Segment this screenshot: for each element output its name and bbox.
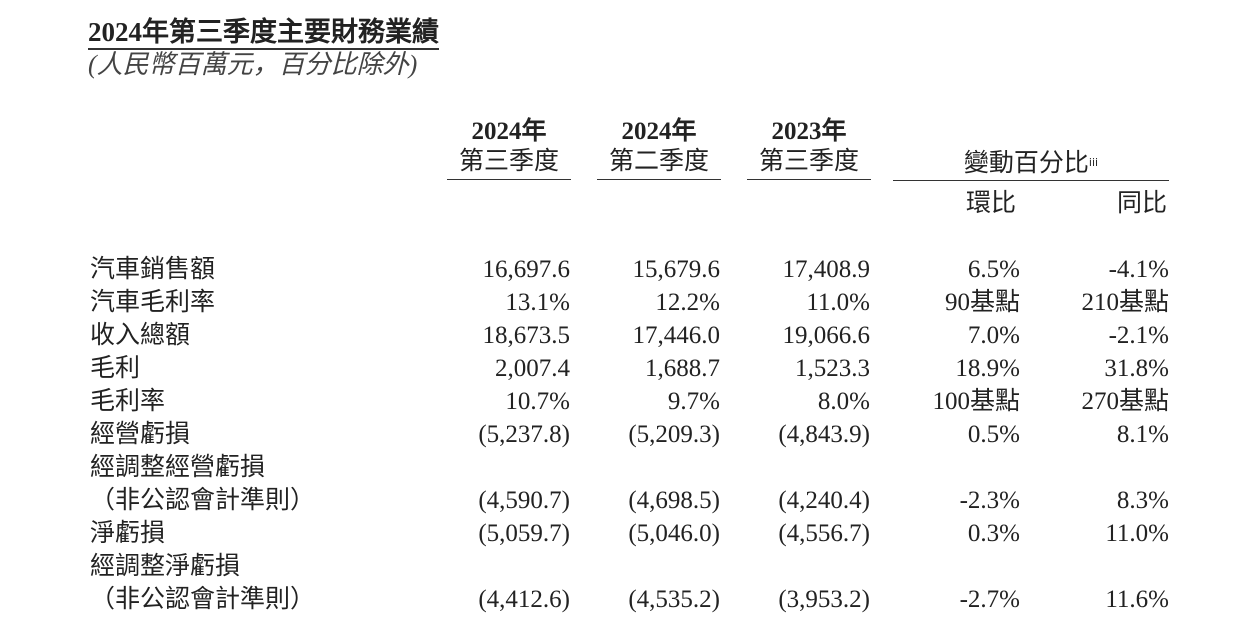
- cell-yoy-change: -4.1%: [1108, 256, 1169, 283]
- change-label: 變動百分比: [963, 148, 1089, 177]
- cell-q3-2024: 18,673.5: [482, 322, 571, 349]
- cell-q2-2024: 12.2%: [655, 289, 720, 316]
- cell-qoq-change: 0.3%: [967, 520, 1020, 547]
- yoy-header: 同比: [1117, 188, 1168, 217]
- cell-yoy-change: -2.1%: [1108, 322, 1169, 349]
- cell-qoq-change: 0.5%: [967, 421, 1020, 448]
- cell-q3-2024: (5,237.8): [478, 421, 570, 448]
- cell-q3-2023: (4,843.9): [778, 421, 870, 448]
- row-label: （非公認會計準則）: [90, 586, 316, 613]
- cell-yoy-change: 11.6%: [1105, 586, 1169, 613]
- row-label: （非公認會計準則）: [90, 487, 316, 514]
- cell-yoy-change: 8.3%: [1116, 487, 1169, 514]
- row-label: 淨虧損: [90, 520, 166, 547]
- cell-q3-2024: (4,590.7): [478, 487, 570, 514]
- cell-q2-2024: (5,046.0): [628, 520, 720, 547]
- table-row: 汽車銷售額 16,697.6 15,679.6 17,408.9 6.5% -4.1%: [0, 253, 1260, 286]
- cell-q2-2024: (5,209.3): [628, 421, 720, 448]
- table-row: 毛利率 10.7% 9.7% 8.0% 100基點 270基點: [0, 385, 1260, 418]
- cell-qoq-change: -2.3%: [959, 487, 1020, 514]
- row-label: 經調整經營虧損: [90, 454, 266, 481]
- cell-q3-2023: 17,408.9: [782, 256, 871, 283]
- table-row: （非公認會計準則） (4,590.7) (4,698.5) (4,240.4) -2.3…: [0, 484, 1260, 517]
- change-header: 變動百分比iii: [893, 148, 1169, 181]
- table-row: 淨虧損 (5,059.7) (5,046.0) (4,556.7) 0.3% 11.0%: [0, 517, 1260, 550]
- cell-qoq-change: -2.7%: [959, 586, 1020, 613]
- cell-q2-2024: (4,698.5): [628, 487, 720, 514]
- cell-q2-2024: 1,688.7: [645, 355, 720, 382]
- table-row: 汽車毛利率 13.1% 12.2% 11.0% 90基點 210基點: [0, 286, 1260, 319]
- column-year: 2024年: [621, 118, 697, 145]
- column-header-q2-2024: 2024年 第二季度: [597, 117, 721, 180]
- cell-q3-2023: 19,066.6: [782, 322, 871, 349]
- column-quarter: 第三季度: [747, 147, 871, 180]
- cell-qoq-change: 7.0%: [967, 322, 1020, 349]
- footnote-marker: iii: [1088, 156, 1099, 169]
- cell-qoq-change: 6.5%: [967, 256, 1020, 283]
- cell-qoq-change: 90基點: [944, 289, 1020, 316]
- cell-q2-2024: 15,679.6: [632, 256, 721, 283]
- cell-q3-2023: 8.0%: [817, 388, 870, 415]
- cell-q3-2024: 2,007.4: [495, 355, 570, 382]
- cell-q3-2024: 13.1%: [505, 289, 570, 316]
- table-row: 經營虧損 (5,237.8) (5,209.3) (4,843.9) 0.5% 8.1%: [0, 418, 1260, 451]
- cell-q3-2023: 11.0%: [806, 289, 870, 316]
- cell-q3-2024: (5,059.7): [478, 520, 570, 547]
- cell-q3-2024: 16,697.6: [482, 256, 571, 283]
- table-row: 經調整淨虧損: [0, 550, 1260, 583]
- column-year: 2023年: [771, 118, 847, 145]
- table-row: 毛利 2,007.4 1,688.7 1,523.3 18.9% 31.8%: [0, 352, 1260, 385]
- row-label: 經營虧損: [90, 421, 191, 448]
- column-header-q3-2024: 2024年 第三季度: [447, 117, 571, 180]
- unit-note: (人民幣百萬元，百分比除外): [88, 50, 418, 79]
- cell-q3-2023: (4,556.7): [778, 520, 870, 547]
- column-header-q3-2023: 2023年 第三季度: [747, 117, 871, 180]
- qoq-header: 環比: [966, 188, 1017, 217]
- cell-q2-2024: (4,535.2): [628, 586, 720, 613]
- cell-q3-2024: 10.7%: [505, 388, 570, 415]
- column-quarter: 第三季度: [447, 147, 571, 180]
- cell-q2-2024: 17,446.0: [632, 322, 721, 349]
- column-year: 2024年: [471, 118, 547, 145]
- row-label: 汽車銷售額: [90, 256, 216, 283]
- cell-qoq-change: 100基點: [932, 388, 1020, 415]
- cell-yoy-change: 210基點: [1081, 289, 1169, 316]
- cell-q3-2024: (4,412.6): [478, 586, 570, 613]
- cell-yoy-change: 31.8%: [1104, 355, 1169, 382]
- row-label: 毛利率: [90, 388, 166, 415]
- cell-yoy-change: 11.0%: [1105, 520, 1169, 547]
- row-label: 毛利: [90, 355, 141, 382]
- table-row: （非公認會計準則） (4,412.6) (4,535.2) (3,953.2) -2.7…: [0, 583, 1260, 616]
- cell-q3-2023: 1,523.3: [795, 355, 870, 382]
- cell-yoy-change: 8.1%: [1116, 421, 1169, 448]
- cell-q3-2023: (4,240.4): [778, 487, 870, 514]
- row-label: 經調整淨虧損: [90, 553, 241, 580]
- cell-q3-2023: (3,953.2): [778, 586, 870, 613]
- column-quarter: 第二季度: [597, 147, 721, 180]
- table-row: 經調整經營虧損: [0, 451, 1260, 484]
- row-label: 收入總額: [90, 322, 191, 349]
- cell-qoq-change: 18.9%: [955, 355, 1020, 382]
- row-label: 汽車毛利率: [90, 289, 216, 316]
- cell-q2-2024: 9.7%: [667, 388, 720, 415]
- cell-yoy-change: 270基點: [1081, 388, 1169, 415]
- page-title: 2024年第三季度主要財務業績: [88, 17, 439, 50]
- table-row: 收入總額 18,673.5 17,446.0 19,066.6 7.0% -2.1%: [0, 319, 1260, 352]
